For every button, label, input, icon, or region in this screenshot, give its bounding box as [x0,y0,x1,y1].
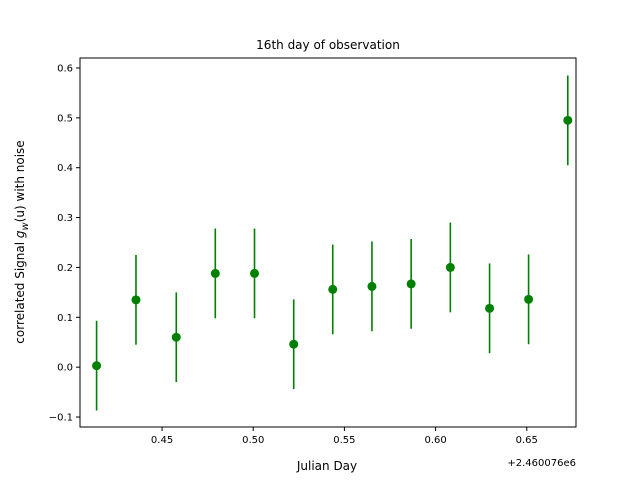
data-point [406,279,416,289]
plot-frame [79,57,577,428]
data-point [445,262,455,272]
data-point [210,268,220,278]
x-tick-label: 0.65 [516,435,538,446]
data-point [524,294,534,304]
y-axis-ticks: −0.1 0.0 0.1 0.2 0.3 0.4 0.5 0.6 [49,63,80,424]
x-tick-label: 0.45 [151,435,173,446]
x-offset-label: +2.460076e6 [507,458,576,469]
y-tick-label: −0.1 [49,413,73,424]
y-tick-label: 0.6 [57,63,73,74]
x-tick-label: 0.60 [424,435,446,446]
data-point [563,115,573,125]
y-axis-label: correlated Signal gw(u) with noise [13,140,31,343]
plot-area [92,75,573,411]
y-axis-label-tail: with noise [13,140,27,205]
y-tick-label: 0.1 [57,313,73,324]
data-point [131,295,141,305]
data-point [92,361,102,371]
data-point [250,268,260,278]
y-tick-label: 0.4 [57,163,73,174]
y-tick-label: 0.0 [57,363,73,374]
x-axis-label: Julian Day [296,459,357,473]
data-point [367,281,377,291]
y-axis-label-arg: (u) [13,205,27,222]
chart-title: 16th day of observation [256,38,400,52]
y-tick-label: 0.2 [57,263,73,274]
data-point [485,303,495,313]
y-tick-label: 0.3 [57,213,73,224]
data-point [328,284,338,294]
y-axis-label-main: correlated Signal [13,238,27,344]
x-axis-ticks: 0.45 0.50 0.55 0.60 0.65 [151,427,538,446]
data-point [171,332,181,342]
data-point [289,339,299,349]
y-axis-label-g: g [13,230,27,238]
x-tick-label: 0.55 [333,435,355,446]
x-tick-label: 0.50 [242,435,264,446]
y-axis-label-subscript: w [20,221,31,230]
y-tick-label: 0.5 [57,113,73,124]
